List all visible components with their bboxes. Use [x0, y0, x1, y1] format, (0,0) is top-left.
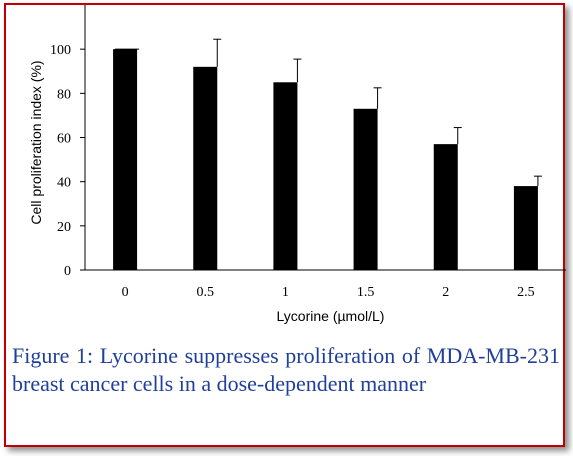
x-tick-label: 0.5 — [197, 285, 215, 300]
figure-caption: Figure 1: Lycorine suppresses proliferat… — [12, 343, 560, 396]
x-axis-ticks: 0 0.5 1 1.5 2 2.5 — [122, 285, 535, 300]
bar-chart: 0 20 40 60 80 100 0 0.5 1 1.5 2 2.5 Cell prolifera… — [28, 5, 566, 324]
error-bars — [115, 38, 542, 187]
y-tick-label: 60 — [57, 132, 71, 147]
bar — [193, 66, 218, 270]
bar — [273, 82, 298, 271]
x-tick-label: 1 — [282, 285, 289, 300]
y-axis-ticks: 0 20 40 60 80 100 — [50, 43, 85, 279]
x-tick-label: 2 — [442, 285, 449, 300]
bar — [513, 186, 538, 270]
x-tick-label: 1.5 — [357, 285, 375, 300]
y-tick-label: 20 — [57, 220, 71, 235]
bar — [113, 49, 138, 270]
x-tick-label: 0 — [122, 285, 129, 300]
bars — [113, 49, 538, 271]
x-tick-label: 2.5 — [517, 285, 535, 300]
y-axis-title: Cell proliferation index (%) — [28, 60, 44, 224]
y-tick-label: 0 — [64, 264, 71, 279]
bar — [353, 108, 378, 271]
y-tick-label: 100 — [50, 43, 71, 58]
bar — [433, 144, 458, 270]
x-axis-title: Lycorine (µmol/L) — [277, 308, 385, 324]
y-tick-label: 80 — [57, 87, 71, 102]
y-tick-label: 40 — [57, 176, 71, 191]
